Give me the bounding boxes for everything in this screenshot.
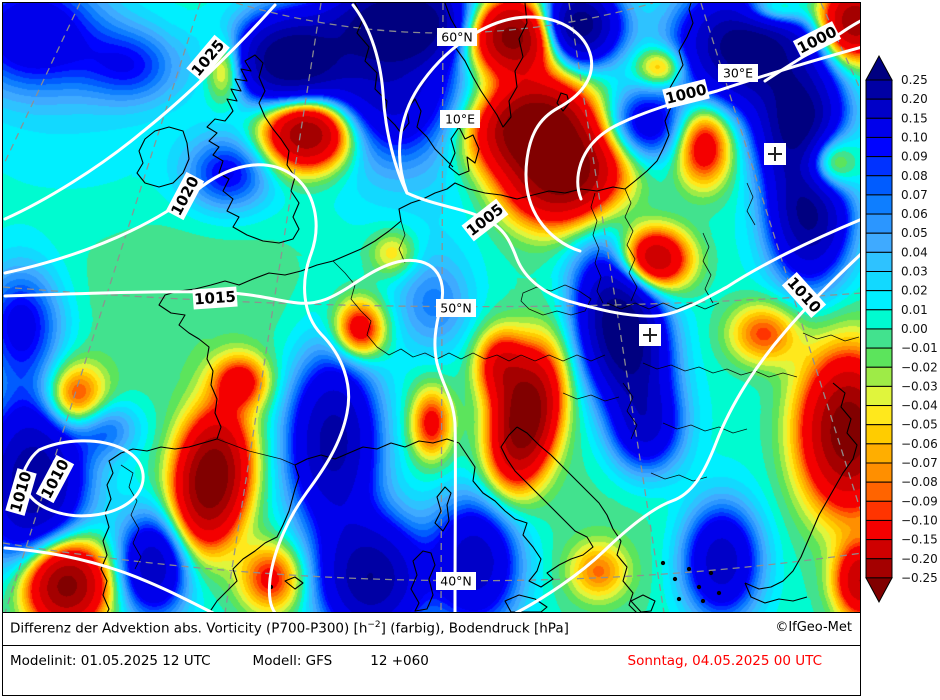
graticule-label: 40°N [436,572,476,590]
colorbar-cell [865,443,893,464]
colorbar-tick-label: 0.25 [901,73,928,87]
svg-text:1015: 1015 [194,288,237,309]
colorbar-cell [865,500,893,521]
colorbar-tick-label: −0.07 [901,456,938,470]
colorbar-tick-label: −0.04 [901,399,938,413]
colorbar-legend: 0.25 0.20 0.15 0.10 0.09 0.08 0.07 0.06 0.05 0.04… [865,54,938,603]
colorbar-cell [865,251,893,273]
colorbar-tick-label: 0.05 [901,226,928,240]
colorbar-cell [865,347,893,368]
svg-text:1010: 1010 [37,456,72,501]
colorbar-tick-label: 0.03 [901,265,928,279]
isobar-label: 1020 [165,171,205,221]
isobar-label: 1000 [662,78,710,110]
colorbar-tick-label: −0.10 [901,513,938,527]
colorbar-tick-label: 0.09 [901,150,928,164]
colorbar-cell [865,519,893,541]
graticule-label: 50°N [436,299,476,317]
model-init-line: Modelinit: 01.05.2025 12 UTC Modell: GFS 1… [10,653,429,669]
colorbar-tick-label: −0.15 [901,533,938,547]
colorbar-tick-label: 0.15 [901,111,928,125]
colorbar-tick-label: −0.05 [901,418,938,432]
colorbar-cell [865,385,893,407]
svg-text:30°E: 30°E [723,66,753,81]
colorbar-cell [865,290,893,311]
svg-text:1020: 1020 [167,173,202,218]
colorbar-cell [865,481,893,502]
colorbar-cell [865,175,893,196]
colorbar-tick-label: −0.06 [901,437,938,451]
model-name: Modell: GFS [252,653,333,669]
colorbar-cell [865,328,893,349]
valid-time-label: Sonntag, 04.05.2025 00 UTC [627,653,822,669]
colorbar-tick-label: −0.08 [901,475,938,489]
colorbar-tick-label: 0.01 [901,303,928,317]
pressure-center-plus-marker [639,324,661,346]
model-step: 12 +060 [370,653,429,669]
colorbar-tick-label: 0.08 [901,169,928,183]
graticule-label: 60°N [437,28,477,46]
colorbar-cell [865,539,893,560]
colorbar-tick-label: 0.07 [901,188,928,202]
isobar-label: 1015 [192,286,238,310]
isobar-label: 1005 [461,198,509,242]
colorbar-tick-label: −0.20 [901,552,938,566]
colorbar-tick-label: −0.25 [901,571,938,585]
isobar-label: 1000 [792,21,842,59]
colorbar-cell [865,213,893,234]
chart-title: Differenz der Advektion abs. Vorticity (… [10,620,569,637]
title-superscript: −2 [367,620,381,630]
svg-text:1000: 1000 [794,23,839,58]
graticule-label: 10°E [440,110,480,128]
colorbar-cell [865,462,893,483]
chart-frame: 1025 1020 1015 1005 1000 1000 1010 1010 1010 60°N… [2,2,861,696]
colorbar-cell [865,424,893,445]
svg-text:40°N: 40°N [440,574,472,589]
colorbar-tick-label: −0.02 [901,360,938,374]
colorbar-cell [865,194,893,215]
isobar-label: 1010 [35,454,75,504]
colorbar-tick-label: 0.20 [901,92,928,106]
colorbar-cell [865,232,893,253]
colorbar-tick-label: 0.04 [901,245,928,259]
colorbar-cell [865,366,893,387]
svg-text:50°N: 50°N [440,301,472,316]
colorbar-cell [865,117,893,138]
colorbar-tick-label: 0.02 [901,284,928,298]
colorbar-cell [865,98,893,119]
colorbar-cell [865,309,893,330]
colorbar-tick-label: 0.10 [901,130,928,144]
colorbar-tick-label: −0.03 [901,379,938,393]
colorbar-cell [865,79,893,100]
pressure-center-plus-marker [764,143,786,165]
isobar-label: 1010 [5,468,37,516]
colorbar-cell [865,405,893,426]
model-init: Modelinit: 01.05.2025 12 UTC [10,653,211,669]
colorbar-tick-label: 0.00 [901,322,928,336]
colorbar-tick-label: 0.06 [901,207,928,221]
colorbar-cell [865,271,893,292]
colorbar-tick-label: −0.09 [901,494,938,508]
colorbar-cell [865,156,893,177]
graticule-label: 30°E [718,64,758,82]
caption-strip: Differenz der Advektion abs. Vorticity (… [3,613,860,646]
svg-text:10°E: 10°E [445,112,475,127]
copyright-label: ©IfGeo-Met [775,620,852,635]
colorbar-tick-label: −0.01 [901,341,938,355]
map-area: 1025 1020 1015 1005 1000 1000 1010 1010 1010 60°N… [3,3,860,613]
model-strip: Modelinit: 01.05.2025 12 UTC Modell: GFS 1… [3,646,860,697]
vorticity-field-canvas [3,3,860,612]
svg-text:60°N: 60°N [441,30,473,45]
colorbar-cell [865,136,893,158]
colorbar-cell [865,558,893,579]
